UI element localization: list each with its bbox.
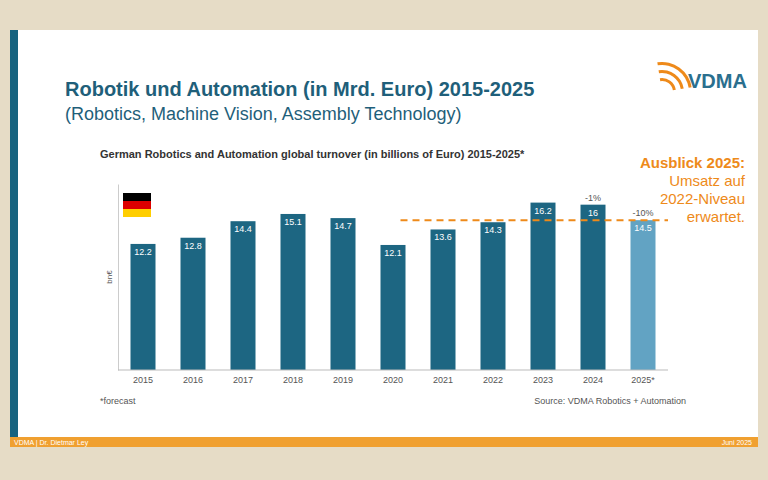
logo-text: VDMA — [688, 70, 747, 92]
data-label: 12.1 — [384, 248, 402, 258]
x-tick: 2019 — [333, 375, 353, 385]
y-axis — [118, 185, 119, 371]
x-axis-line — [118, 370, 668, 371]
slide-title: Robotik und Automation (in Mrd. Euro) 20… — [65, 78, 534, 100]
bar — [331, 218, 356, 370]
x-tick: 2021 — [433, 375, 453, 385]
background — [0, 0, 768, 480]
x-tick: 2016 — [183, 375, 203, 385]
logo-arc — [660, 78, 676, 90]
data-label: 14.7 — [334, 221, 352, 231]
logo-arc — [659, 70, 684, 89]
x-tick-label: 2023 — [533, 375, 553, 385]
y-axis-title: bn€ — [105, 270, 114, 284]
y-axis-line — [118, 185, 119, 371]
bar — [131, 244, 156, 370]
x-tick-label: 2016 — [183, 375, 203, 385]
x-tick-label: 2025* — [631, 375, 655, 385]
bar — [631, 220, 656, 370]
x-tick-label: 2018 — [283, 375, 303, 385]
data-label: 12.2 — [134, 247, 152, 257]
source: Source: VDMA Robotics + Automation — [534, 396, 686, 406]
x-tick-label: 2017 — [233, 375, 253, 385]
x-tick-label: 2021 — [433, 375, 453, 385]
logo: VDMA — [657, 62, 747, 92]
x-tick: 2018 — [283, 375, 303, 385]
x-tick: 2024 — [583, 375, 603, 385]
data-label: 12.8 — [184, 241, 202, 251]
data-labels: 12.2 12.8 14.4 15.1 14.7 12.1 13.6 14.3 16.2 16 14… — [134, 206, 652, 258]
flag-stripe — [123, 193, 151, 201]
side-bar — [10, 30, 18, 437]
outlook-text: 2022-Niveau — [660, 190, 745, 207]
x-tick: 2025* — [631, 375, 655, 385]
footer-bar — [10, 437, 758, 447]
bar — [231, 221, 256, 370]
bar — [181, 238, 206, 370]
x-tick: 2022 — [483, 375, 503, 385]
flag-stripe — [123, 201, 151, 209]
bar — [581, 205, 606, 370]
flag-stripe — [123, 209, 151, 217]
slide: Robotik und Automation (in Mrd. Euro) 20… — [0, 0, 768, 480]
bar — [381, 245, 406, 370]
outlook-text: erwartet. — [687, 208, 745, 225]
data-label: 15.1 — [284, 217, 302, 227]
bar — [481, 222, 506, 370]
slide-panel — [10, 30, 758, 437]
data-label: 14.5 — [634, 223, 652, 233]
data-label: 13.6 — [434, 232, 452, 242]
logo-arc — [657, 62, 691, 88]
x-tick-label: 2022 — [483, 375, 503, 385]
annotation: -1% — [585, 193, 601, 203]
data-label: 16.2 — [534, 206, 552, 216]
bar — [531, 203, 556, 370]
chart-title: German Robotics and Automation global tu… — [100, 148, 525, 160]
x-tick: 2015 — [133, 375, 153, 385]
x-tick: 2017 — [233, 375, 253, 385]
x-tick: 2023 — [533, 375, 553, 385]
data-label: 14.4 — [234, 224, 252, 234]
x-tick: 2020 — [383, 375, 403, 385]
annotation: -10% — [632, 208, 653, 218]
bar — [281, 214, 306, 370]
x-axis: 2015 2016 2017 2018 2019 2020 2021 2022 2023 2024… — [118, 370, 668, 385]
x-tick-label: 2024 — [583, 375, 603, 385]
outlook-text: Ausblick 2025: — [640, 154, 745, 171]
data-label: 16 — [588, 208, 598, 218]
footnote: *forecast — [100, 396, 136, 406]
plot-area — [131, 203, 669, 370]
x-tick-label: 2015 — [133, 375, 153, 385]
data-label: 14.3 — [484, 225, 502, 235]
footer-right: Juni 2025 — [722, 439, 752, 446]
x-tick-label: 2019 — [333, 375, 353, 385]
bar — [431, 229, 456, 370]
slide-subtitle: (Robotics, Machine Vision, Assembly Tech… — [65, 104, 462, 124]
reference-line — [401, 219, 669, 221]
footer-left: VDMA | Dr. Dietmar Ley — [14, 439, 89, 447]
flag — [123, 193, 151, 217]
outlook-text: Umsatz auf — [669, 172, 746, 189]
x-tick-label: 2020 — [383, 375, 403, 385]
